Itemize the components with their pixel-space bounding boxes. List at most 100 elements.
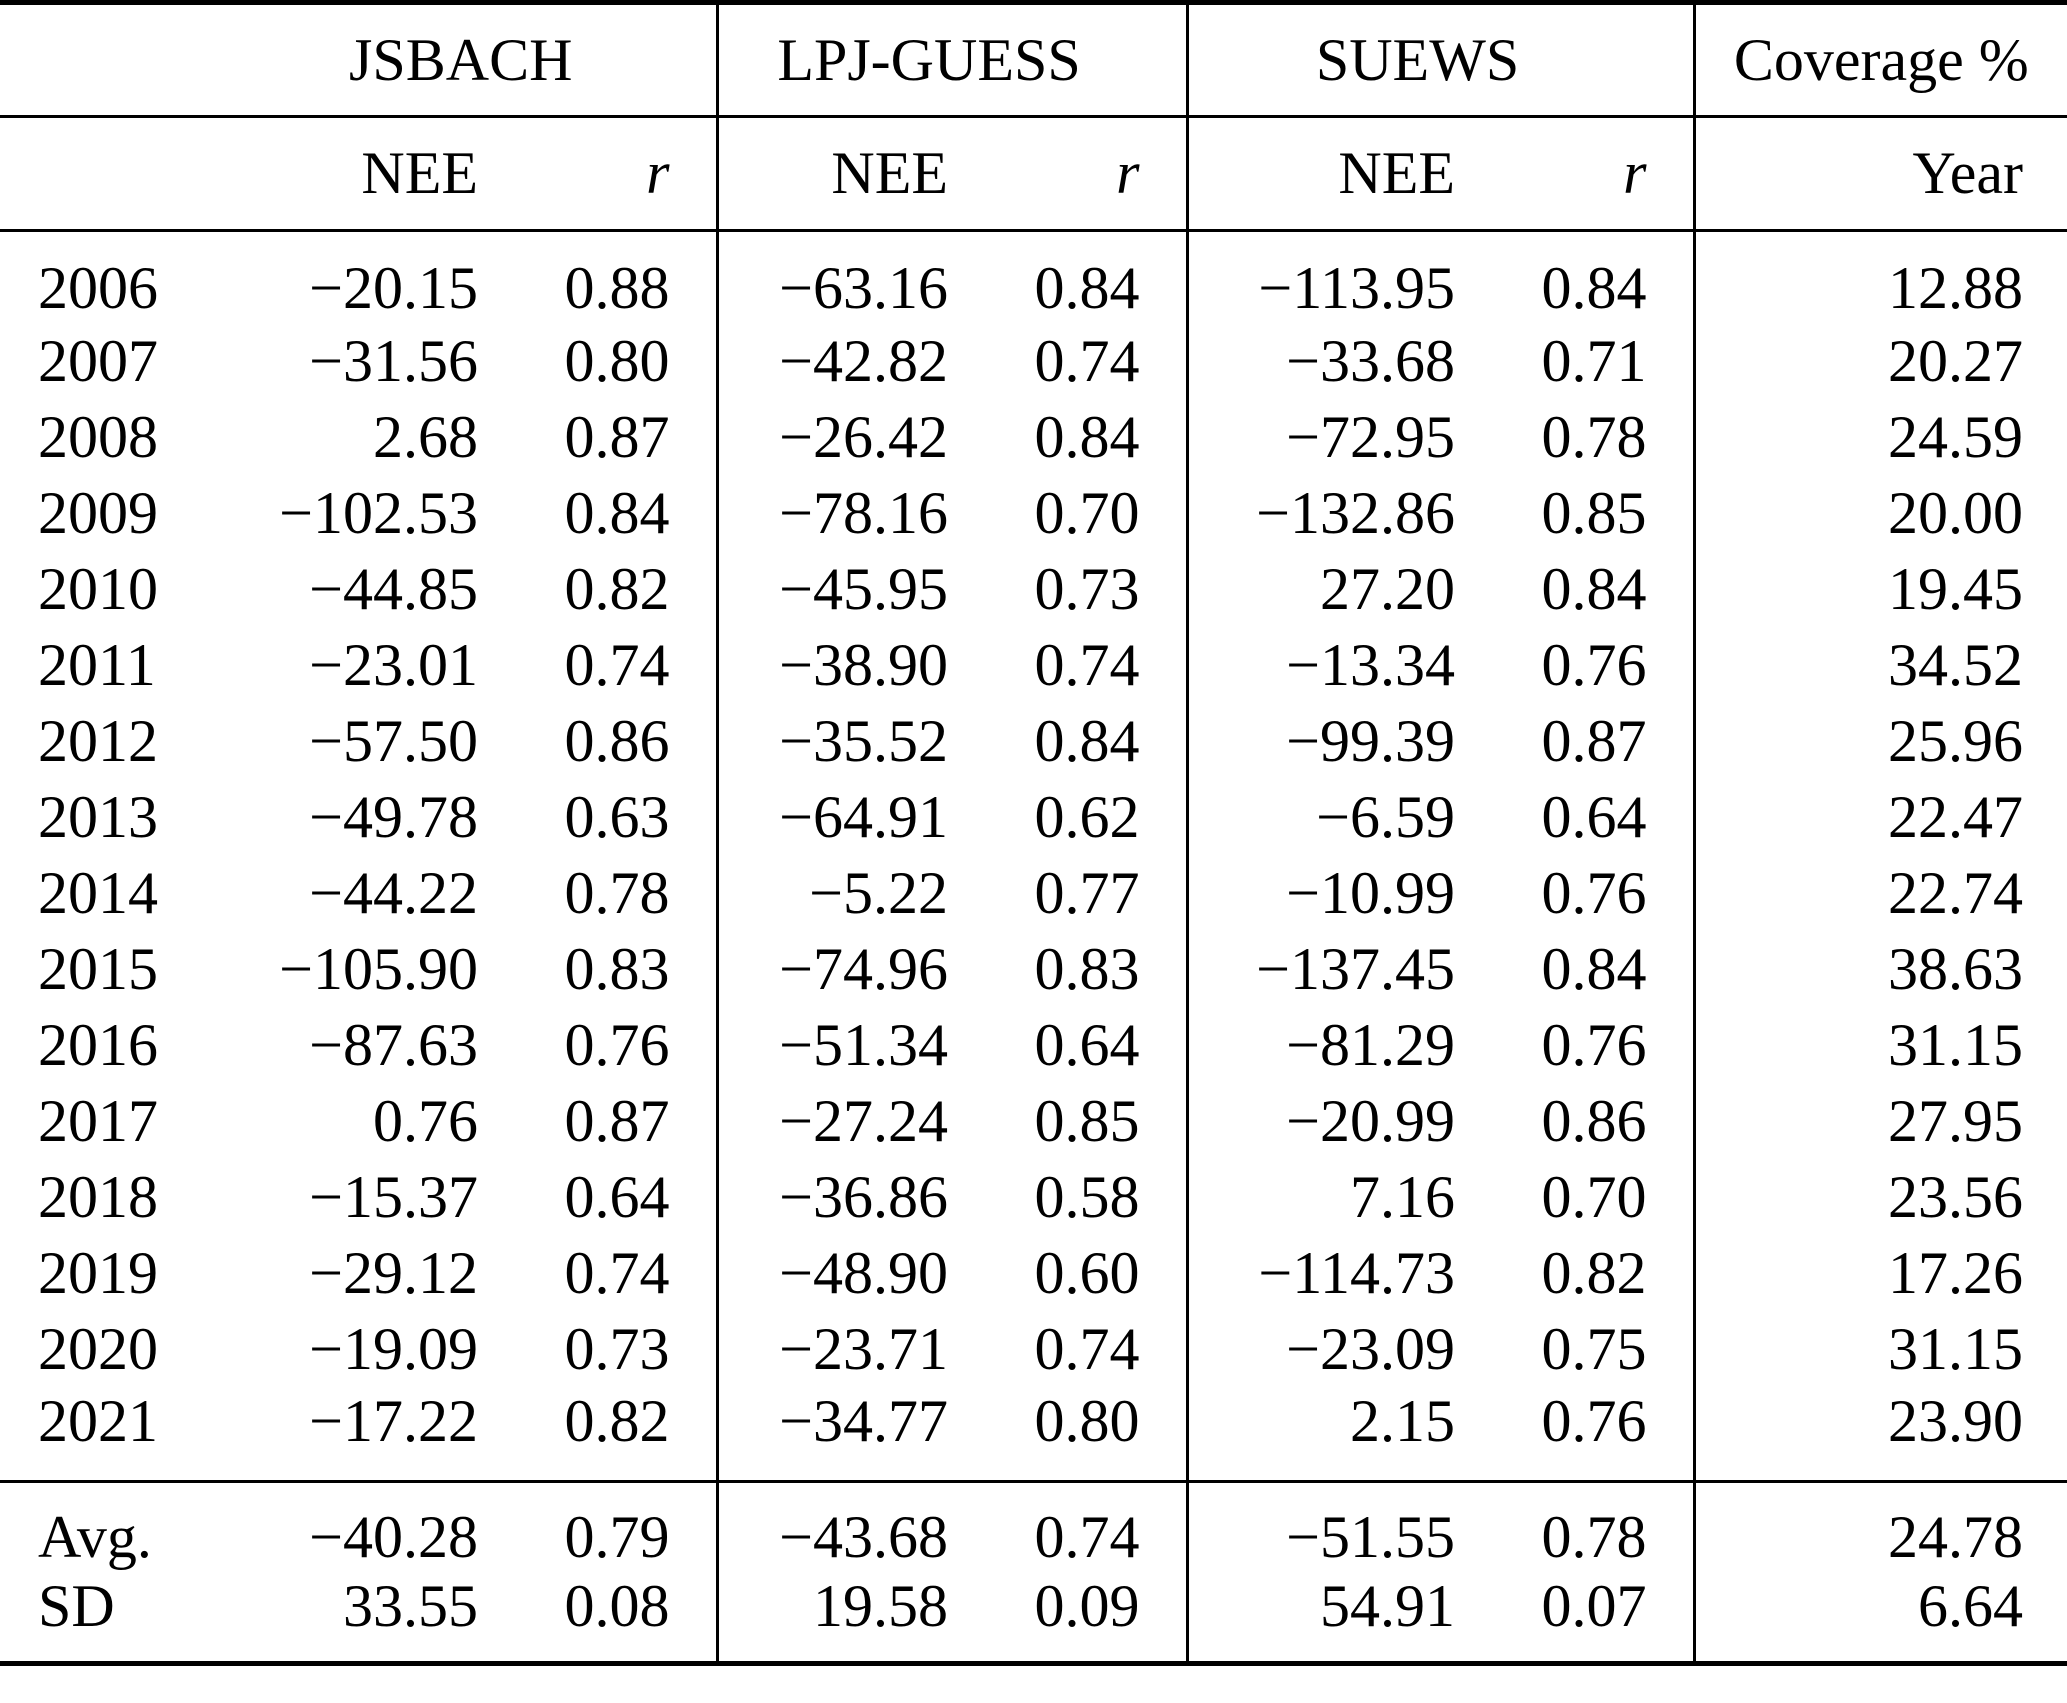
cell-coverage: 23.90 bbox=[1888, 1388, 2024, 1454]
subheader-r-jsbach: r bbox=[480, 116, 719, 231]
cell-nee-lpj: −42.82 bbox=[779, 327, 949, 394]
cell-coverage: 31.15 bbox=[1888, 1315, 2024, 1382]
cell-nee-lpj: −5.22 bbox=[809, 859, 949, 926]
cell-r-suews: 0.78 bbox=[1457, 399, 1696, 475]
cell-r-suews: 0.70 bbox=[1457, 1159, 1696, 1235]
row-label: Avg. bbox=[38, 1504, 152, 1570]
cell-nee-suews: −99.39 bbox=[1286, 707, 1456, 774]
cell-nee-jsbach: −29.12 bbox=[309, 1239, 478, 1306]
cell-nee-lpj: −78.16 bbox=[779, 479, 949, 546]
cell-r-jsbach: 0.08 bbox=[480, 1572, 719, 1664]
cell-r-suews: 0.76 bbox=[1457, 855, 1696, 931]
cell-nee-jsbach: −15.37 bbox=[309, 1163, 478, 1230]
row-label: 2010 bbox=[38, 555, 158, 622]
cell-nee-suews: −13.34 bbox=[1286, 631, 1456, 698]
cell-coverage: 38.63 bbox=[1888, 935, 2024, 1002]
subheader-nee-suews: NEE bbox=[1338, 140, 1456, 206]
cell-nee-suews: −20.99 bbox=[1286, 1087, 1456, 1154]
cell-r-jsbach: 0.82 bbox=[480, 1387, 719, 1482]
cell-nee-suews: −72.95 bbox=[1286, 403, 1456, 470]
cell-nee-suews: −10.99 bbox=[1286, 859, 1456, 926]
cell-r-jsbach: 0.64 bbox=[480, 1159, 719, 1235]
cell-r-lpj: 0.73 bbox=[950, 551, 1189, 627]
cell-r-lpj: 0.60 bbox=[950, 1235, 1189, 1311]
row-label: 2008 bbox=[38, 403, 158, 470]
cell-r-suews: 0.84 bbox=[1457, 230, 1696, 323]
cell-coverage: 22.47 bbox=[1888, 783, 2024, 850]
cell-nee-suews: −51.55 bbox=[1286, 1504, 1456, 1570]
row-label: 2019 bbox=[38, 1239, 158, 1306]
cell-r-jsbach: 0.74 bbox=[480, 627, 719, 703]
cell-r-jsbach: 0.74 bbox=[480, 1235, 719, 1311]
cell-nee-suews: 27.20 bbox=[1320, 555, 1456, 622]
cell-r-jsbach: 0.80 bbox=[480, 323, 719, 399]
cell-nee-lpj: −26.42 bbox=[779, 403, 949, 470]
row-label: 2020 bbox=[38, 1315, 158, 1382]
cell-nee-suews: −137.45 bbox=[1256, 935, 1456, 1002]
cell-r-jsbach: 0.73 bbox=[480, 1311, 719, 1387]
subheader-year: Year bbox=[1912, 140, 2024, 206]
row-label: SD bbox=[38, 1573, 115, 1639]
cell-nee-lpj: −64.91 bbox=[779, 783, 949, 850]
cell-nee-jsbach: −102.53 bbox=[279, 479, 478, 546]
row-label: 2011 bbox=[38, 631, 156, 698]
cell-r-suews: 0.71 bbox=[1457, 323, 1696, 399]
subheader-r-suews: r bbox=[1457, 116, 1696, 231]
cell-nee-jsbach: 0.76 bbox=[373, 1087, 478, 1154]
cell-r-lpj: 0.74 bbox=[950, 323, 1189, 399]
cell-nee-lpj: −36.86 bbox=[779, 1163, 949, 1230]
row-label: 2014 bbox=[38, 859, 158, 926]
cell-nee-jsbach: −20.15 bbox=[309, 255, 478, 321]
cell-coverage: 31.15 bbox=[1888, 1011, 2024, 1078]
cell-r-jsbach: 0.82 bbox=[480, 551, 719, 627]
cell-r-lpj: 0.09 bbox=[950, 1572, 1189, 1664]
row-label: 2015 bbox=[38, 935, 158, 1002]
cell-r-jsbach: 0.86 bbox=[480, 703, 719, 779]
row-label: 2013 bbox=[38, 783, 158, 850]
cell-r-suews: 0.76 bbox=[1457, 1007, 1696, 1083]
cell-r-jsbach: 0.83 bbox=[480, 931, 719, 1007]
cell-nee-jsbach: −44.22 bbox=[309, 859, 478, 926]
row-label: 2007 bbox=[38, 327, 158, 394]
year-row: 2014 −44.22 0.78 −5.22 0.77 −10.99 0.76 22.74 bbox=[0, 855, 2067, 931]
row-label: 2009 bbox=[38, 479, 158, 546]
cell-nee-lpj: −43.68 bbox=[779, 1504, 949, 1570]
cell-r-jsbach: 0.63 bbox=[480, 779, 719, 855]
cell-r-suews: 0.84 bbox=[1457, 551, 1696, 627]
cell-r-suews: 0.87 bbox=[1457, 703, 1696, 779]
cell-r-lpj: 0.84 bbox=[950, 703, 1189, 779]
cell-coverage: 27.95 bbox=[1888, 1087, 2024, 1154]
cell-r-jsbach: 0.84 bbox=[480, 475, 719, 551]
cell-nee-suews: −132.86 bbox=[1256, 479, 1456, 546]
row-label: 2012 bbox=[38, 707, 158, 774]
cell-nee-lpj: −74.96 bbox=[779, 935, 949, 1002]
year-row: 2020 −19.09 0.73 −23.71 0.74 −23.09 0.75 31.15 bbox=[0, 1311, 2067, 1387]
year-row: 2015 −105.90 0.83 −74.96 0.83 −137.45 0.84 38.6… bbox=[0, 931, 2067, 1007]
cell-coverage: 12.88 bbox=[1888, 255, 2024, 321]
cell-nee-lpj: −48.90 bbox=[779, 1239, 949, 1306]
cell-nee-suews: −6.59 bbox=[1316, 783, 1456, 850]
year-row: 2008 2.68 0.87 −26.42 0.84 −72.95 0.78 24.59 bbox=[0, 399, 2067, 475]
cell-r-lpj: 0.85 bbox=[950, 1083, 1189, 1159]
cell-nee-jsbach: −17.22 bbox=[309, 1388, 478, 1454]
cell-nee-jsbach: −87.63 bbox=[309, 1011, 478, 1078]
cell-nee-suews: 54.91 bbox=[1320, 1573, 1456, 1639]
cell-r-suews: 0.64 bbox=[1457, 779, 1696, 855]
cell-r-suews: 0.75 bbox=[1457, 1311, 1696, 1387]
cell-nee-jsbach: −57.50 bbox=[309, 707, 478, 774]
column-group-jsbach: JSBACH bbox=[252, 2, 719, 117]
cell-r-lpj: 0.77 bbox=[950, 855, 1189, 931]
row-label: 2016 bbox=[38, 1011, 158, 1078]
year-row: 2016 −87.63 0.76 −51.34 0.64 −81.29 0.76 31.15 bbox=[0, 1007, 2067, 1083]
cell-r-lpj: 0.83 bbox=[950, 931, 1189, 1007]
cell-r-suews: 0.76 bbox=[1457, 627, 1696, 703]
cell-coverage: 6.64 bbox=[1918, 1573, 2024, 1639]
cell-nee-jsbach: −31.56 bbox=[309, 327, 478, 394]
cell-coverage: 23.56 bbox=[1888, 1163, 2024, 1230]
cell-r-lpj: 0.62 bbox=[950, 779, 1189, 855]
cell-coverage: 22.74 bbox=[1888, 859, 2024, 926]
corner-cell bbox=[0, 117, 252, 231]
cell-nee-suews: 2.15 bbox=[1350, 1388, 1456, 1454]
cell-nee-suews: −33.68 bbox=[1286, 327, 1456, 394]
subheader-nee-jsbach: NEE bbox=[361, 140, 478, 206]
